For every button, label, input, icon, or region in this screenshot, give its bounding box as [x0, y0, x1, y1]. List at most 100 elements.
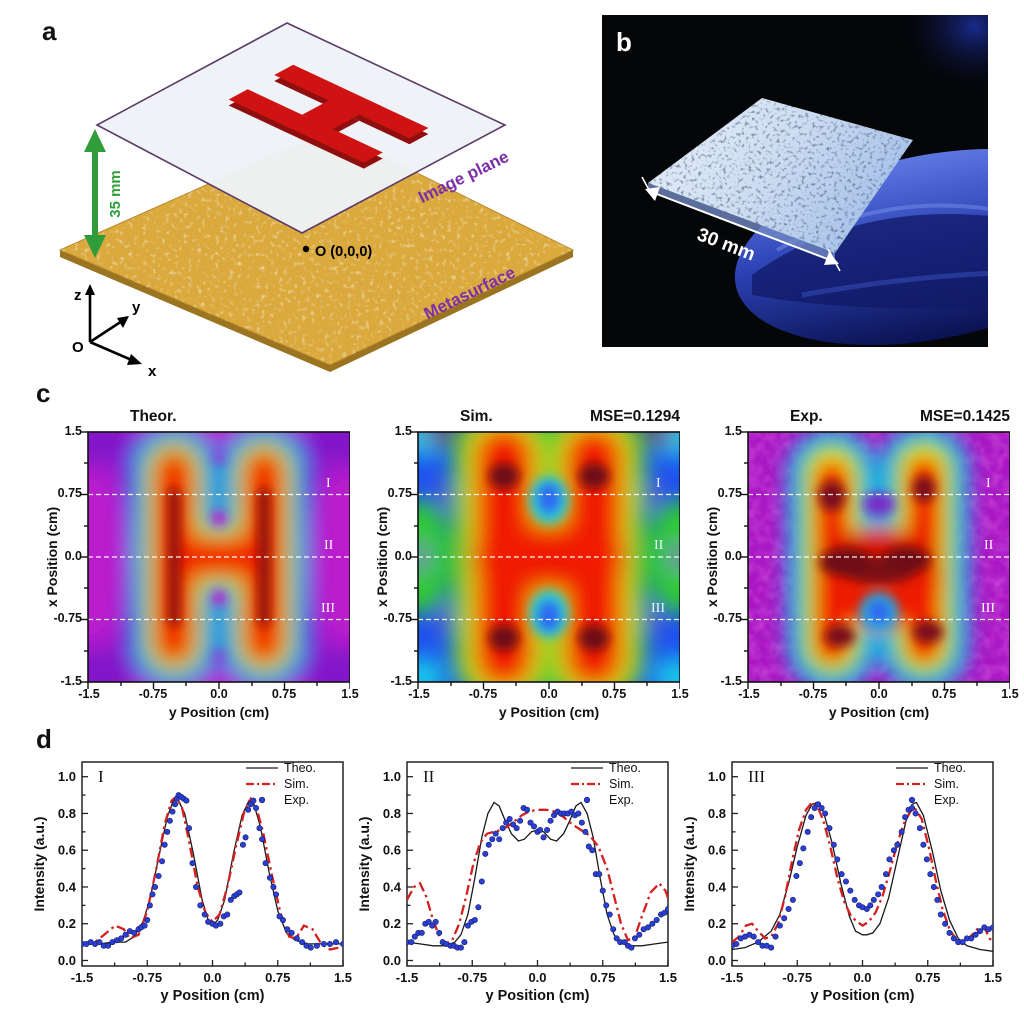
y-tick-label: 0.2 [708, 916, 726, 931]
cut-roman-label: III [748, 767, 765, 786]
heatmap-sim: Sim. MSE=0.1294 x Position (cm) 1.5 0.75… [360, 382, 690, 727]
legend-exp-marker [908, 796, 916, 804]
ytick: -0.75 [713, 611, 743, 625]
legend-label: Sim. [284, 777, 309, 791]
distance-arrow [84, 129, 106, 258]
heatmap-art [88, 432, 350, 682]
y-tick-label: 1.0 [708, 769, 726, 784]
series-sim-line [82, 795, 343, 951]
legend-label: Exp. [934, 793, 959, 807]
cut-label-3: III [321, 601, 335, 616]
y-tick-label: 0.4 [58, 879, 77, 894]
xtick: -1.5 [408, 687, 430, 701]
plot-area [406, 761, 669, 967]
x-axis-label: y Position (cm) [811, 988, 915, 1004]
y-tick-label: 0.8 [708, 806, 726, 821]
xtick: 0.0 [210, 687, 228, 701]
cut-lines [88, 493, 350, 621]
tick-marks [406, 776, 669, 966]
ytick: 1.5 [394, 424, 412, 438]
heatmap-exp: Exp. MSE=0.1425 x Position (cm) 1.5 0.75… [690, 382, 1020, 727]
profile-chart-svg: -1.5 -0.75 0.0 0.75 1.5 0.0 0.2 0.4 0.6 0.8 1.0 y P… [681, 761, 1002, 1004]
profile-chart-3: -1.5 -0.75 0.0 0.75 1.5 0.0 0.2 0.4 0.6 0.8 1.0 y P… [680, 730, 1010, 1015]
legend-label: Exp. [609, 793, 634, 807]
series-group [407, 801, 668, 951]
heatmap-theor: Theor. x Position (cm) 1.5 0.75 0.0 -0.7… [30, 382, 360, 727]
photo-svg: 30 mm [602, 15, 1024, 347]
legend-label: Sim. [934, 777, 959, 791]
tick-marks [731, 776, 994, 966]
axis-y-label: y [132, 299, 141, 316]
cut-roman-label: I [98, 767, 104, 786]
y-tick-label: 0.0 [708, 953, 726, 968]
x-tick-label: -1.5 [71, 970, 93, 985]
y-tick-label: 0.0 [58, 953, 76, 968]
series-exp-dots [732, 801, 993, 951]
xtick: -1.5 [78, 687, 100, 701]
axis-origin-label: O [72, 339, 84, 356]
x-axis-label: y Position (cm) [486, 988, 590, 1004]
xtick: 1.5 [341, 687, 359, 701]
x-tick-label: -1.5 [721, 970, 743, 985]
cut-lines [418, 493, 680, 621]
schematic-svg: 35 mm O (0,0,0) Image plane Metasurface … [58, 22, 575, 380]
y-tick-label: 0.4 [383, 879, 402, 894]
origin-dot [302, 245, 310, 253]
legend-label: Sim. [609, 777, 634, 791]
legend-label: Theo. [284, 761, 316, 775]
heatmap-canvas: I II III [741, 431, 1010, 689]
xtick: 0.0 [540, 687, 558, 701]
letter-h [228, 64, 429, 163]
panel-b-photo: 30 mm b [602, 15, 1024, 347]
legend-exp-marker [583, 796, 591, 804]
heatmap-xlabel: y Position (cm) [498, 704, 600, 720]
profile-chart-2: -1.5 -0.75 0.0 0.75 1.5 0.0 0.2 0.4 0.6 0.8 1.0 y P… [355, 730, 685, 1015]
heatmap-title: Exp. [790, 408, 823, 425]
xtick: -0.75 [138, 687, 168, 701]
heatmap-xlabel: y Position (cm) [828, 704, 930, 720]
y-tick-label: 1.0 [58, 769, 76, 784]
series-group [82, 792, 343, 951]
heatmap-canvas: I II III [411, 431, 680, 689]
y-tick-label: 0.6 [708, 843, 726, 858]
legend-label: Theo. [934, 761, 966, 775]
ytick: -0.75 [383, 611, 413, 625]
cut-label-2: II [324, 538, 334, 553]
cut-label-1: I [656, 476, 661, 491]
y-axis-label: Intensity (a.u.) [356, 817, 372, 912]
legend-label: Theo. [609, 761, 641, 775]
profile-chart-svg: -1.5 -0.75 0.0 0.75 1.5 0.0 0.2 0.4 0.6 0.8 1.0 y P… [356, 761, 677, 1004]
y-axis-label: Intensity (a.u.) [31, 817, 47, 912]
heatmap-canvas: I II III [81, 431, 350, 689]
tick-marks [741, 431, 1010, 689]
legend: Theo. Sim. Exp. [246, 761, 316, 807]
image-plane-layer [95, 22, 507, 234]
xtick: 0.75 [931, 687, 957, 701]
xtick: 0.75 [271, 687, 297, 701]
cut-label-1: I [986, 476, 991, 491]
xtick: -0.75 [468, 687, 498, 701]
series-exp-dots [407, 804, 668, 951]
y-tick-label: 1.0 [383, 769, 401, 784]
xtick: 1.5 [1001, 687, 1019, 701]
axis-triad [85, 284, 142, 365]
distance-label: 35 mm [107, 170, 124, 218]
x-tick-label: 0.75 [590, 970, 615, 985]
heatmap-mse: MSE=0.1294 [589, 408, 680, 425]
axis-z-label: z [74, 287, 82, 304]
x-tick-label: -0.75 [457, 970, 487, 985]
xtick: 1.5 [671, 687, 689, 701]
ytick: 1.5 [724, 424, 742, 438]
panel-c-label: c [36, 378, 51, 408]
ytick: 0.75 [717, 486, 742, 500]
x-tick-label: 0.0 [528, 970, 546, 985]
ytick: -1.5 [720, 674, 742, 688]
series-theo-line [732, 801, 993, 952]
ytick: 0.0 [394, 549, 412, 563]
xtick: -1.5 [738, 687, 760, 701]
x-tick-label: 0.75 [265, 970, 290, 985]
heatmap-title: Theor. [130, 408, 177, 425]
y-tick-label: 0.2 [383, 916, 401, 931]
heatmap-art [418, 432, 680, 682]
y-tick-label: 0.6 [383, 843, 401, 858]
